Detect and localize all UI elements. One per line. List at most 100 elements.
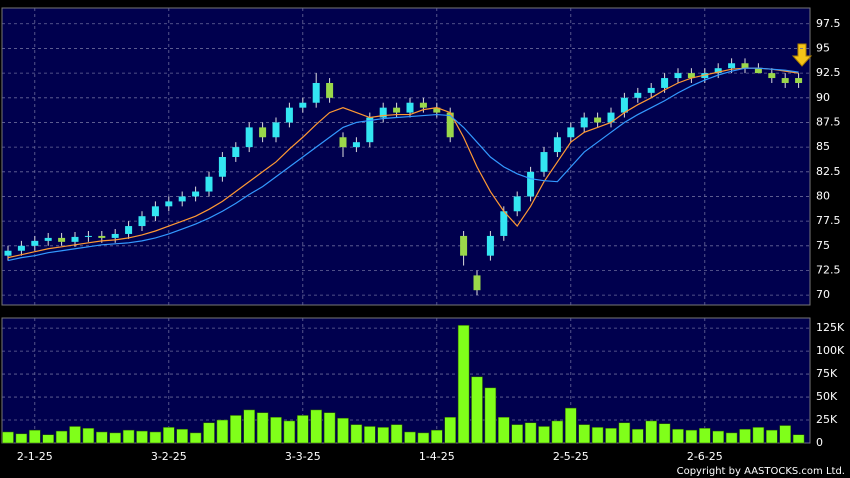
candle-body: [379, 107, 387, 118]
candle-body: [661, 78, 669, 88]
candle-body: [540, 152, 548, 172]
volume-bar: [739, 428, 751, 444]
volume-bar: [551, 420, 564, 444]
candle-body: [165, 201, 173, 207]
volume-bar: [230, 415, 242, 444]
marker-arrow: [791, 43, 813, 67]
x-tick-label: 3-3-25: [285, 450, 321, 463]
candle-body: [299, 102, 307, 108]
volume-bar: [605, 428, 617, 444]
candle-body: [352, 142, 360, 148]
y-tick-label: 87.5: [816, 115, 841, 128]
y-tick-label: 92.5: [816, 66, 841, 79]
volume-bar: [82, 428, 95, 444]
volume-bar: [256, 412, 269, 444]
candle-body: [31, 240, 39, 246]
copyright: Copyright by AASTOCKS.com Ltd.: [677, 466, 845, 477]
volume-bar: [2, 431, 14, 444]
candle-body: [553, 137, 561, 153]
candle-body: [218, 156, 226, 177]
volume-bar: [618, 422, 631, 444]
y-tick-label: 75K: [816, 367, 838, 380]
y-tick-label: 85: [816, 140, 830, 153]
volume-bar: [109, 432, 121, 444]
y-tick-label: 95: [816, 41, 830, 54]
y-tick-label: 75: [816, 239, 830, 252]
volume-bar: [136, 430, 148, 444]
x-tick-label: 2-6-25: [687, 450, 723, 463]
candle-body: [259, 127, 267, 138]
candle-body: [326, 82, 334, 98]
candle-body: [714, 68, 722, 74]
candle-body: [393, 107, 401, 113]
candle-body: [138, 216, 146, 227]
candle-body: [754, 68, 762, 74]
volume-bar: [498, 417, 510, 444]
volume-bar: [15, 433, 28, 444]
volume-bar: [216, 419, 229, 444]
moving-average-line: [7, 67, 799, 262]
volume-bar: [122, 429, 135, 444]
candle-body: [98, 235, 106, 238]
candle-body: [205, 176, 213, 192]
candle-body: [607, 112, 615, 123]
candle-body: [406, 102, 414, 113]
candle-body: [433, 107, 441, 113]
volume-bar: [457, 325, 470, 444]
volume-bar: [55, 430, 68, 444]
candle-body: [527, 171, 535, 197]
candle-body: [366, 117, 374, 143]
y-tick-label: 100K: [816, 344, 845, 357]
candle-body: [620, 97, 628, 113]
candle-body: [272, 122, 280, 138]
y-tick-label: 0: [816, 436, 823, 449]
volume-bar: [310, 409, 322, 444]
volume-bar: [323, 412, 336, 444]
y-tick-label: 125K: [816, 321, 845, 334]
volume-bar: [712, 430, 724, 444]
volume-bar: [404, 431, 416, 444]
candle-body: [647, 87, 655, 93]
volume-bar: [69, 426, 81, 444]
candle-body: [125, 226, 133, 234]
candle-body: [111, 233, 119, 238]
volume-bar: [685, 429, 698, 444]
volume-bar: [484, 387, 497, 444]
volume-bar: [471, 376, 483, 444]
candle-body: [192, 191, 200, 197]
volume-bar: [364, 426, 376, 444]
candle-body: [71, 236, 79, 242]
y-tick-label: 77.5: [816, 214, 841, 227]
candle-body: [285, 107, 293, 123]
moving-average-line: [7, 67, 799, 259]
y-tick-label: 97.5: [816, 17, 841, 30]
volume-bar: [189, 432, 202, 444]
volume-bar: [431, 429, 443, 444]
candle-body: [741, 63, 749, 69]
volume-bar: [591, 427, 604, 444]
candle-body: [781, 78, 789, 83]
volume-bar: [511, 424, 523, 444]
y-tick-label: 25K: [816, 413, 838, 426]
candle-body: [567, 127, 575, 138]
y-tick-label: 50K: [816, 390, 838, 403]
x-tick-label: 1-4-25: [419, 450, 455, 463]
candle-body: [232, 147, 240, 157]
volume-bar: [283, 420, 296, 444]
candle-body: [795, 78, 803, 83]
candle-body: [58, 237, 66, 242]
candle-body: [594, 117, 602, 123]
candle-body: [674, 73, 682, 79]
y-tick-label: 82.5: [816, 165, 841, 178]
candle-body: [17, 245, 25, 251]
y-tick-label: 72.5: [816, 263, 841, 276]
volume-bar: [390, 424, 403, 444]
volume-bar: [779, 425, 791, 444]
x-tick-label: 2-5-25: [553, 450, 589, 463]
volume-bar: [766, 429, 778, 444]
y-tick-label: 80: [816, 189, 830, 202]
y-tick-label: 70: [816, 288, 830, 301]
volume-bar: [658, 423, 671, 444]
volume-bar: [444, 417, 456, 444]
